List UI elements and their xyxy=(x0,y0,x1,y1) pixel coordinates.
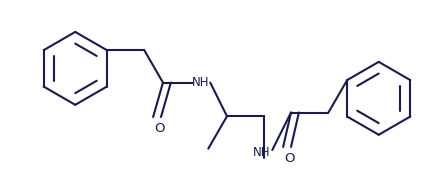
Text: NH: NH xyxy=(192,76,209,89)
Text: O: O xyxy=(284,152,294,165)
Text: O: O xyxy=(154,122,164,135)
Text: NH: NH xyxy=(253,146,270,159)
